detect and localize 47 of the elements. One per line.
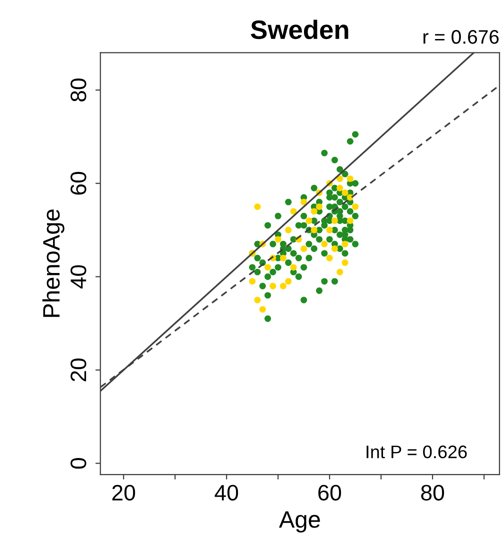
x-tick-label: 80 — [421, 484, 444, 501]
point — [290, 264, 297, 271]
point — [336, 184, 344, 192]
point — [331, 245, 338, 252]
text: r = 0.676 — [423, 30, 499, 44]
point — [300, 245, 308, 252]
point — [342, 259, 348, 266]
point — [264, 264, 272, 271]
x-tick-label: 60 — [318, 484, 342, 501]
x-axis-title: Age — [278, 511, 320, 533]
y-tick-label: 40 — [70, 265, 86, 289]
point — [316, 203, 323, 210]
y-tick-label: 0 — [70, 458, 86, 469]
point — [270, 282, 276, 290]
chart-title: Sweden — [250, 20, 348, 40]
point — [352, 203, 359, 210]
point — [285, 278, 292, 285]
point — [254, 203, 261, 210]
point — [300, 198, 308, 206]
point — [326, 226, 333, 234]
point — [346, 175, 354, 182]
point — [326, 254, 333, 262]
point — [249, 278, 256, 285]
point — [342, 189, 348, 196]
y-tick-label: 80 — [70, 78, 86, 102]
point — [306, 217, 312, 224]
x-tick-label: 40 — [214, 484, 238, 501]
point — [280, 282, 286, 290]
y-tick-label: 60 — [70, 172, 86, 195]
point — [342, 240, 348, 248]
point — [321, 240, 328, 248]
point — [346, 217, 354, 224]
point — [290, 208, 297, 215]
point — [274, 236, 282, 243]
point — [310, 208, 318, 215]
point — [331, 217, 338, 224]
y-axis-title: PhenoAge — [42, 210, 64, 317]
point — [259, 306, 266, 313]
point — [336, 268, 344, 276]
point — [254, 296, 261, 304]
x-tick-label: 20 — [112, 484, 136, 501]
annotation: Int P = 0.626 — [366, 446, 467, 458]
point — [280, 254, 286, 262]
point — [285, 226, 292, 234]
point — [336, 175, 344, 182]
point — [310, 226, 318, 234]
y-tick-label: 20 — [70, 358, 86, 382]
